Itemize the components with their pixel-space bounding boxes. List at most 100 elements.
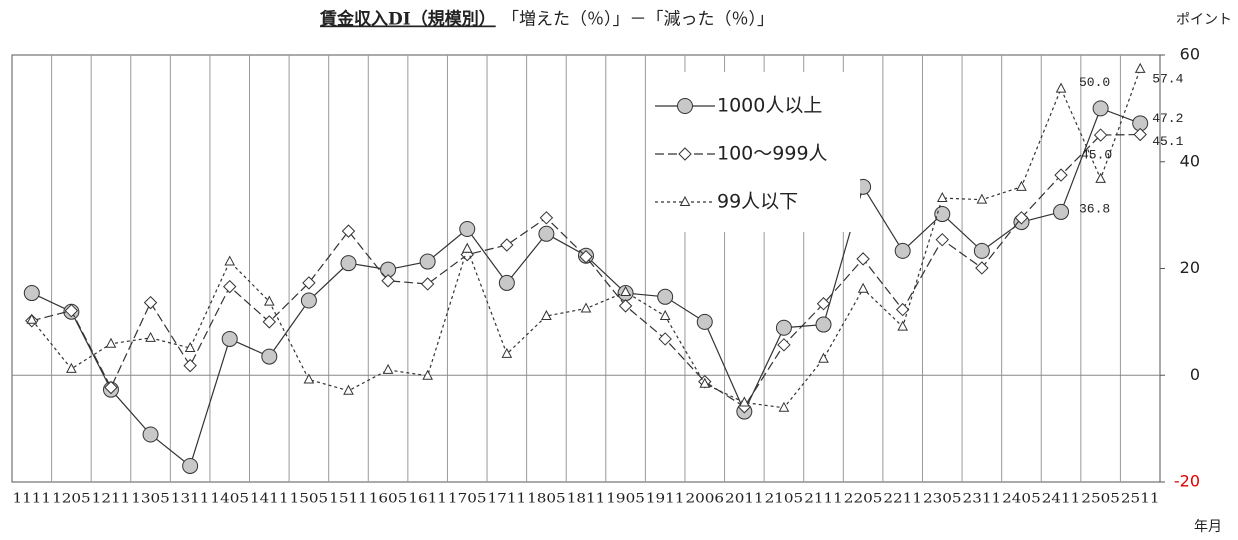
marker [459,221,476,238]
marker [300,292,317,309]
marker [420,277,435,291]
value-label: 45.0 [1081,148,1112,163]
marker [936,191,948,203]
marker [856,252,870,266]
marker [975,261,989,275]
x-tick-label: 1205 [52,492,91,507]
x-tick-label: 1605 [369,492,408,507]
marker [1093,128,1108,142]
marker [699,377,711,388]
marker [381,274,395,288]
value-label: 36.8 [1079,201,1110,216]
value-label: 50.0 [1079,75,1110,90]
marker [461,242,473,253]
marker [1133,127,1147,142]
marker [143,295,158,310]
x-tick-label: 2505 [1081,492,1120,507]
x-tick-label: 1711 [488,492,527,507]
x-tick-label: 2411 [1042,492,1081,507]
x-tick-label: 2311 [963,492,1002,507]
marker [659,309,671,321]
y-tick-label: 20 [1180,258,1200,277]
x-tick-label: 1305 [131,492,170,507]
x-tick-label: 1705 [448,492,487,507]
marker [1053,203,1070,220]
marker [538,225,555,242]
legend-label: 100～999人 [717,143,828,165]
marker [973,242,990,259]
series-line [31,133,1141,408]
marker [679,195,691,206]
marker [182,457,199,474]
x-tick-label: 1805 [527,492,566,507]
y-tick-label: 40 [1180,151,1200,170]
chart-title: 賃金収入DI（規模別） [319,9,496,30]
marker [303,373,315,384]
marker [1054,168,1068,182]
x-tick-label: 1311 [171,492,210,507]
y-axis-label: ポイント [1176,12,1232,28]
marker [541,309,552,321]
marker [501,347,513,358]
marker [419,253,436,270]
x-tick-label: 1811 [567,492,606,507]
marker [777,338,791,352]
marker [1095,172,1106,183]
marker [500,238,514,252]
marker [579,250,593,264]
marker [1134,62,1146,73]
y-tick-label: 0 [1190,365,1200,384]
x-tick-label: 1405 [210,492,249,507]
x-tick-label: 1905 [606,492,645,507]
marker [382,363,394,374]
chart-subtitle: 「増えた（％）」－「減った（％）」 [502,10,774,30]
marker [815,316,832,333]
legend-label: 99人以下 [717,191,798,213]
marker [105,337,117,348]
x-tick-label: 2305 [923,492,962,507]
marker [897,320,909,331]
value-label: 45.1 [1152,134,1183,149]
marker [976,193,988,204]
x-axis-label: 年月 [1194,519,1222,535]
x-tick-label: 1911 [646,492,685,507]
y-tick-label: 60 [1180,45,1200,64]
x-tick-label: 2111 [804,492,843,507]
marker [26,313,38,324]
x-tick-label: 1505 [290,492,329,507]
marker [618,299,633,313]
marker [857,282,869,293]
x-tick-label: 2405 [1002,492,1041,507]
marker [142,426,159,443]
value-label: 47.2 [1152,111,1183,126]
marker [341,224,356,238]
marker [620,285,631,296]
marker [696,313,713,330]
marker [539,211,554,225]
marker [221,330,238,347]
value-label: 57.4 [1152,71,1183,86]
marker [657,288,674,305]
x-tick-label: 2006 [685,492,724,507]
x-tick-label: 2205 [844,492,883,507]
marker [23,285,40,302]
marker [64,303,79,318]
x-tick-label: 1211 [92,492,131,507]
marker [183,358,197,373]
x-tick-label: 1611 [408,492,447,507]
marker [263,295,275,306]
marker [778,401,790,412]
marker [1092,100,1109,117]
marker [1016,180,1027,191]
marker [343,384,354,395]
marker [261,348,278,365]
marker [422,369,433,380]
marker [1014,211,1029,225]
x-tick-label: 2211 [883,492,922,507]
marker [224,255,236,266]
marker [934,206,951,223]
marker [262,315,277,329]
series [25,127,1147,414]
x-tick-label: 1411 [250,492,289,507]
